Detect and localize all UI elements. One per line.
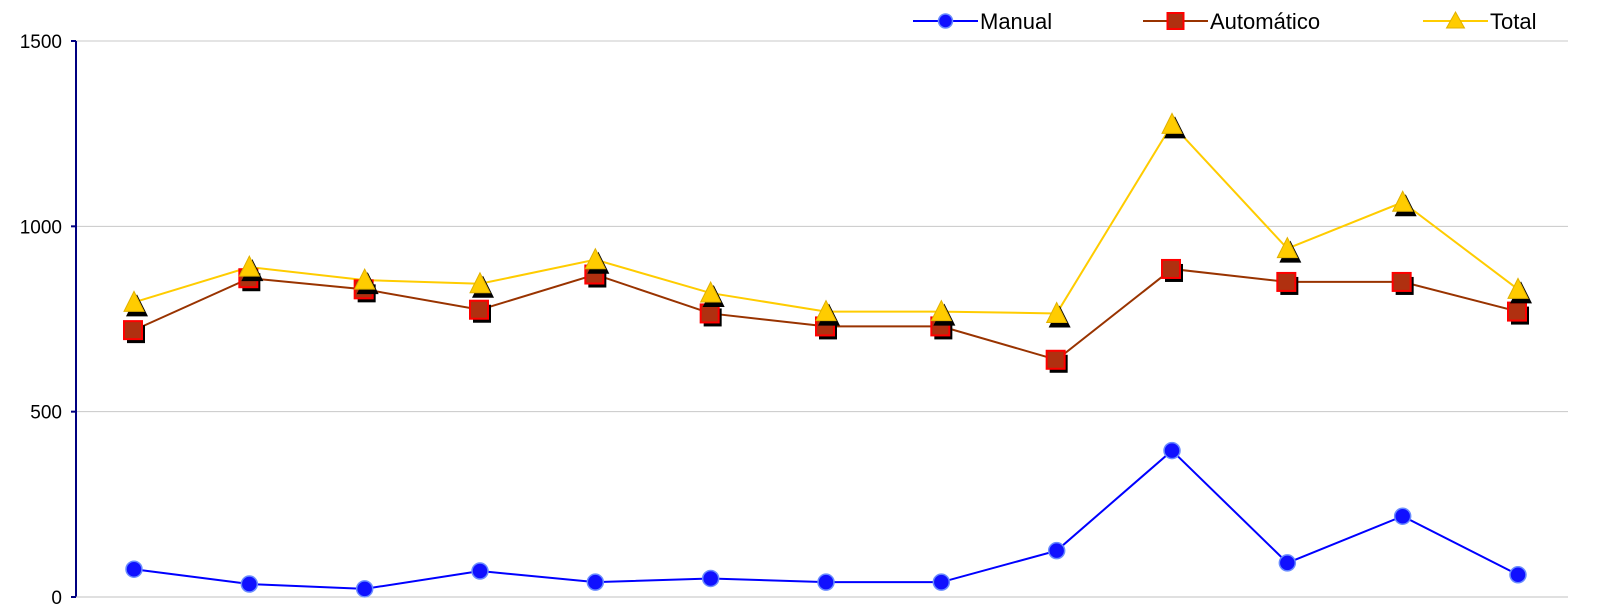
data-point-circle bbox=[1163, 441, 1181, 460]
data-point-triangle bbox=[584, 247, 610, 274]
data-point-circle bbox=[1509, 566, 1527, 584]
series-markers-triangle bbox=[123, 112, 1532, 328]
data-point-square bbox=[1276, 271, 1299, 295]
data-point-triangle bbox=[815, 299, 840, 326]
legend: Manual Automático Total bbox=[913, 9, 1536, 34]
gridlines bbox=[76, 40, 1568, 413]
data-point-circle bbox=[586, 573, 605, 591]
legend-item: Total bbox=[1423, 9, 1536, 34]
data-point-triangle bbox=[930, 299, 956, 326]
legend-label: Automático bbox=[1210, 9, 1320, 34]
legend-label: Total bbox=[1490, 9, 1536, 34]
y-tick-label: 0 bbox=[51, 588, 62, 609]
legend-square-marker bbox=[1166, 12, 1185, 30]
y-tick-label: 1500 bbox=[20, 32, 62, 53]
data-point-triangle bbox=[469, 271, 494, 298]
data-point-circle bbox=[125, 560, 143, 578]
data-point-triangle bbox=[1391, 190, 1417, 217]
legend-item: Manual bbox=[913, 9, 1052, 34]
legend-label: Manual bbox=[980, 9, 1052, 34]
legend-triangle-marker bbox=[1445, 10, 1466, 29]
data-point-circle bbox=[471, 562, 489, 580]
series-line-circle bbox=[133, 449, 1519, 590]
data-point-circle bbox=[817, 573, 835, 591]
data-point-square bbox=[1161, 258, 1183, 282]
data-point-triangle bbox=[699, 280, 725, 308]
y-tick-label: 500 bbox=[30, 403, 62, 424]
legend-circle-marker bbox=[937, 13, 954, 29]
data-point-triangle bbox=[1161, 112, 1186, 139]
data-point-triangle bbox=[123, 290, 148, 317]
data-point-circle bbox=[355, 580, 374, 598]
data-point-circle bbox=[932, 573, 951, 591]
data-point-triangle bbox=[1276, 236, 1302, 263]
data-point-circle bbox=[1047, 541, 1066, 560]
legend-item: Automático bbox=[1143, 9, 1320, 34]
data-point-square bbox=[123, 320, 145, 344]
data-point-square bbox=[469, 299, 491, 323]
data-point-circle bbox=[701, 569, 720, 588]
series-markers-circle bbox=[125, 441, 1527, 598]
series-line-triangle bbox=[133, 122, 1519, 315]
data-point-circle bbox=[240, 575, 259, 593]
data-point-square bbox=[1045, 349, 1068, 373]
data-point-triangle bbox=[1045, 301, 1071, 328]
data-point-circle bbox=[1278, 554, 1297, 572]
y-axis-ticks: 0 500 1000 1500 bbox=[20, 32, 76, 609]
data-point-triangle bbox=[353, 267, 379, 295]
data-point-triangle bbox=[1507, 277, 1532, 304]
y-tick-label: 1000 bbox=[20, 217, 62, 238]
series-layer bbox=[123, 112, 1532, 598]
data-point-triangle bbox=[238, 254, 264, 282]
data-point-square bbox=[1391, 271, 1414, 295]
data-point-square bbox=[1507, 301, 1529, 325]
data-point-square bbox=[699, 303, 722, 327]
data-point-circle bbox=[1393, 507, 1412, 525]
